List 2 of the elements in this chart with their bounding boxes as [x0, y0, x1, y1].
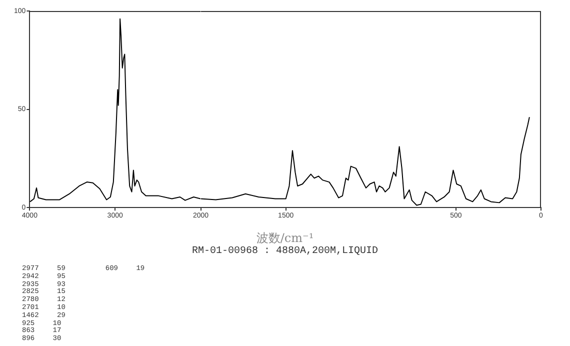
text: RM-01-00968 : 4880A,200M,LIQUID: [190, 246, 380, 257]
x-axis-title: 波数/cm⁻¹: [255, 230, 315, 246]
